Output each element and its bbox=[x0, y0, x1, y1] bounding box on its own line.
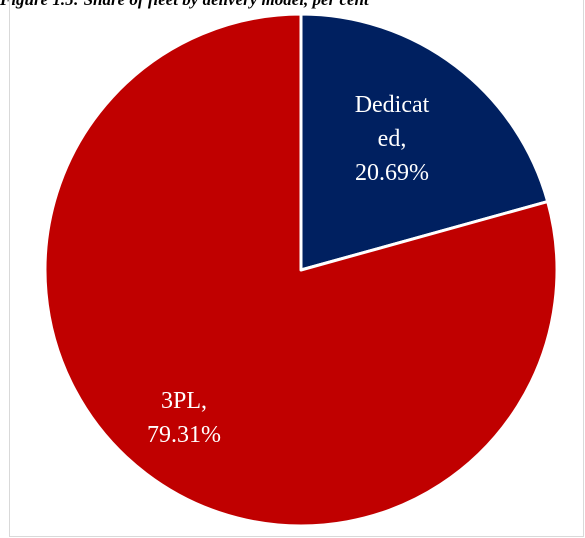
pie-label-dedicated: Dedicat ed, 20.69% bbox=[355, 92, 430, 186]
pie-slices bbox=[43, 12, 559, 528]
pie-slice-dedicated bbox=[299, 12, 550, 272]
chart-frame bbox=[9, 0, 584, 537]
pie-label-line: ed, bbox=[378, 126, 407, 152]
pie-label-3pl: 3PL, 79.31% bbox=[147, 388, 221, 448]
pie-label-line: 3PL, bbox=[161, 388, 207, 414]
pie-labels: Dedicat ed, 20.69% 3PL, 79.31% bbox=[147, 92, 430, 448]
pie-slice-3pl bbox=[43, 12, 559, 528]
pie-label-line: Dedicat bbox=[355, 92, 430, 118]
pie-label-line: 20.69% bbox=[355, 160, 429, 186]
pie-label-line: 79.31% bbox=[147, 422, 221, 448]
figure-caption: Figure 1.5: Share of fleet by delivery m… bbox=[0, 0, 585, 10]
